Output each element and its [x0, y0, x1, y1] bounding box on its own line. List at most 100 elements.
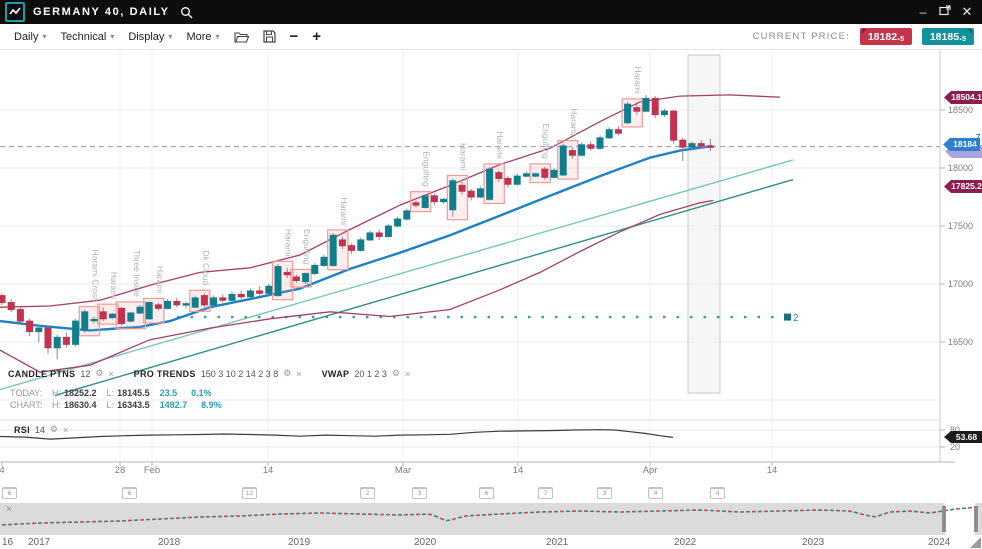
candle [283, 271, 291, 276]
candle [614, 129, 622, 134]
candle [35, 327, 43, 333]
gear-icon[interactable]: ⚙ [49, 424, 58, 434]
candle [26, 320, 34, 333]
today-change: 23.5 [159, 388, 178, 398]
candle [476, 188, 484, 198]
current-price-frac: 7 [976, 133, 981, 142]
navigator-track[interactable] [0, 503, 982, 535]
close-icon[interactable]: × [296, 368, 302, 379]
today-change-pct: 0.1% [191, 388, 212, 398]
chevron-down-icon: ▾ [168, 32, 173, 41]
candle [467, 190, 475, 198]
today-low: 18145.5 [117, 388, 150, 398]
minimize-button[interactable]: – [919, 5, 927, 19]
candle [127, 312, 135, 322]
navigator-handle-right[interactable] [974, 506, 978, 532]
search-icon[interactable] [180, 6, 193, 19]
candle [430, 195, 438, 203]
close-icon[interactable]: × [108, 368, 114, 379]
pattern-label: Engulfing [302, 229, 312, 265]
candle [679, 139, 687, 148]
candle [311, 264, 319, 275]
calendar-event-icon[interactable]: 2 [360, 487, 375, 499]
navigator-handle-left[interactable] [942, 506, 946, 532]
candle [624, 103, 632, 124]
candle [522, 173, 530, 177]
calendar-event-icon[interactable]: 6 [479, 487, 494, 499]
calendar-event-icon[interactable]: 3 [412, 487, 427, 499]
pattern-label: Three Inside [132, 250, 142, 298]
calendar-event-icon[interactable]: 6 [2, 487, 17, 499]
resize-grip[interactable] [970, 537, 981, 548]
calendar-event-icon[interactable]: 3 [597, 487, 612, 499]
candle [108, 313, 116, 319]
candle [357, 239, 365, 251]
menu-more[interactable]: More ▾ [186, 30, 220, 43]
buy-price-badge[interactable]: 18185. 5 [922, 28, 974, 45]
candle [200, 295, 208, 306]
candle [81, 311, 89, 331]
indicator-params: 14 [34, 424, 45, 435]
candle [458, 184, 466, 192]
candle [541, 168, 549, 178]
zoom-out-button[interactable]: − [289, 28, 299, 45]
gear-icon[interactable]: ⚙ [391, 368, 400, 378]
app-logo-icon [5, 2, 25, 22]
candle [596, 137, 604, 149]
candle [384, 225, 392, 237]
candle [44, 327, 52, 349]
menu-display[interactable]: Display ▾ [128, 30, 173, 43]
pattern-label: Harami [109, 272, 119, 300]
gear-icon[interactable]: ⚙ [283, 368, 292, 378]
indicator-pro-trends: PRO TRENDS [133, 368, 196, 379]
close-icon[interactable]: × [404, 368, 411, 379]
menu-technical[interactable]: Technical ▾ [60, 30, 115, 43]
current-price-tag: 18184 [943, 138, 980, 151]
pattern-label: Harami [495, 131, 505, 159]
calendar-event-icon[interactable]: 7 [538, 487, 553, 499]
candle [504, 177, 512, 185]
gear-icon[interactable]: ⚙ [95, 368, 104, 378]
candle [559, 145, 567, 176]
candle [99, 311, 107, 320]
candle [660, 110, 668, 116]
candle [651, 97, 659, 116]
chevron-down-icon: ▾ [110, 32, 115, 41]
calendar-event-icon[interactable]: 12 [242, 487, 257, 499]
zoom-in-button[interactable]: + [312, 28, 322, 45]
candle [633, 107, 641, 112]
navigator-close-icon[interactable]: × [6, 504, 12, 515]
candle [532, 173, 540, 177]
candle [136, 306, 144, 314]
candle [366, 232, 374, 241]
candle [7, 302, 15, 311]
chart-change: 1482.7 [159, 400, 188, 410]
candle [706, 145, 714, 148]
popout-button[interactable] [934, 5, 956, 19]
menu-daily[interactable]: Daily ▾ [14, 30, 47, 43]
close-icon[interactable]: × [63, 424, 69, 435]
pattern-label: Engulfing [541, 123, 551, 159]
open-folder-icon[interactable] [233, 31, 249, 43]
sell-price-badge[interactable]: 18182. 5 [860, 28, 912, 45]
pattern-label: Dk Cloud [201, 250, 211, 285]
today-stats-row: TODAY: H: 18252.2 L: 18145.5 23.5 0.1% [10, 388, 212, 398]
candle [440, 198, 448, 203]
buy-arrow-icon [967, 29, 972, 34]
close-button[interactable]: ✕ [961, 4, 973, 19]
candle [182, 303, 190, 306]
candle [191, 297, 199, 308]
candle [0, 295, 6, 304]
candle [219, 297, 227, 301]
calendar-event-icon[interactable]: 6 [122, 487, 137, 499]
sell-arrow-icon [862, 29, 867, 34]
chart-title: GERMANY 40, DAILY [33, 6, 170, 18]
chart-label: CHART: [10, 400, 43, 410]
save-icon[interactable] [262, 30, 276, 43]
candle [421, 195, 429, 208]
calendar-event-icon[interactable]: 4 [648, 487, 663, 499]
candle [394, 218, 402, 227]
calendar-event-icon[interactable]: 4 [710, 487, 725, 499]
candle [320, 256, 328, 266]
